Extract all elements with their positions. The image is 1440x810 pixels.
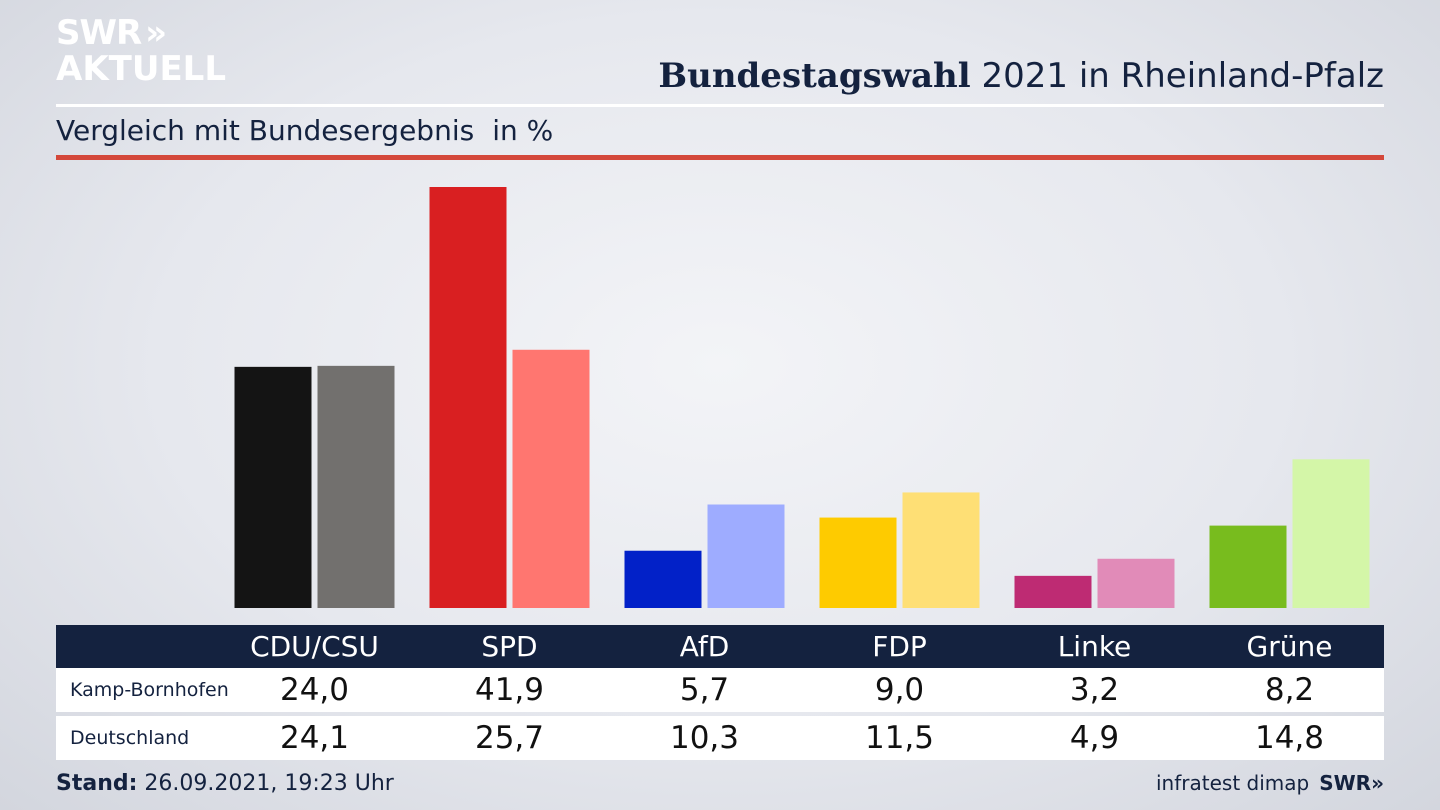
bar-grüne-national [1292,459,1370,608]
column-header-fdp: FDP [872,630,927,663]
title-rest: 2021 in Rheinland-Pfalz [981,56,1384,96]
table-cell: 3,2 [1069,672,1120,708]
table-header-row: CDU/CSU SPD AfD FDP Linke Grüne [56,625,1384,668]
table-cell: 24,1 [279,720,350,756]
table-cell: 24,0 [279,672,350,708]
table-cell: 14,8 [1254,720,1325,756]
column-header-spd: SPD [481,630,538,663]
footer-timestamp: Stand: 26.09.2021, 19:23 Uhr [56,771,394,796]
bar-afd-national [707,504,785,608]
swr-aktuell-logo: SWR » AKTUELL [56,16,226,86]
column-header-grüne: Grüne [1246,630,1333,663]
bar-spd-local [429,187,507,608]
row-label-national: Deutschland [70,727,190,749]
table-cell: 11,5 [864,720,935,756]
table-cell: 5,7 [679,672,730,708]
row-label-local: Kamp-Bornhofen [70,679,229,701]
title-bold: Bundestagswahl [658,56,971,96]
logo-swr-text: SWR [56,13,142,53]
table-row-local: Kamp-Bornhofen 24,0 41,9 5,7 9,0 3,2 8,2 [56,668,1384,712]
table-cell: 41,9 [474,672,545,708]
column-header-linke: Linke [1057,630,1132,663]
logo-aktuell-text: AKTUELL [56,49,227,89]
table-row-national: Deutschland 24,1 25,7 10,3 11,5 4,9 14,8 [56,716,1384,760]
footer-source: infratest dimap SWR» [1156,771,1384,795]
subtitle-text: Vergleich mit Bundesergebnis [56,114,475,147]
bar-linke-national [1097,558,1175,608]
bar-afd-local [624,550,702,608]
table-cell: 25,7 [474,720,545,756]
subtitle-unit: in % [492,114,554,147]
bar-grüne-local [1209,525,1287,608]
table-cell: 8,2 [1264,672,1315,708]
source-text: infratest dimap [1156,771,1310,795]
logo-line-1: SWR » [56,16,226,50]
column-header-cdu-csu: CDU/CSU [250,630,379,663]
table-cell: 10,3 [669,720,740,756]
header-divider [56,104,1384,107]
stand-label: Stand: [56,771,138,796]
bar-cdu-csu-national [317,365,395,608]
results-table: CDU/CSU SPD AfD FDP Linke Grüne Kamp-Bornhofe… [56,625,1384,760]
table-cell: 9,0 [874,672,925,708]
bar-fdp-national [902,492,980,608]
swr-brand-logo: SWR» [1319,771,1384,795]
bar-fdp-local [819,517,897,608]
subtitle-divider [56,155,1384,160]
column-header-afd: AfD [679,630,730,663]
page-title: Bundestagswahl 2021 in Rheinland-Pfalz [658,56,1384,96]
bar-linke-local [1014,575,1092,608]
bar-spd-national [512,349,590,608]
table-cell: 4,9 [1069,720,1120,756]
chart-subtitle: Vergleich mit Bundesergebnis in % [56,114,553,147]
bar-chart [234,187,1370,608]
bar-cdu-csu-local [234,366,312,608]
stand-value: 26.09.2021, 19:23 Uhr [144,771,394,796]
